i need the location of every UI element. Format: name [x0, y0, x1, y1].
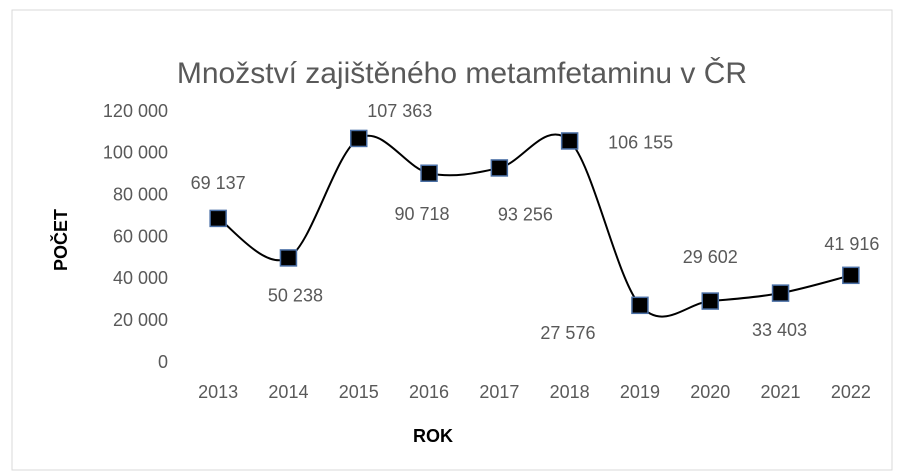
marker: [350, 129, 368, 148]
data-label: 50 238: [268, 286, 323, 306]
marker: [842, 266, 860, 285]
data-label: 93 256: [498, 205, 553, 225]
data-label: 107 363: [367, 101, 432, 121]
x-axis-label: ROK: [413, 426, 453, 446]
x-tick-label: 2022: [831, 382, 871, 402]
y-tick-label: 80 000: [113, 184, 168, 204]
marker: [209, 209, 227, 228]
x-tick-label: 2016: [409, 382, 449, 402]
marker: [701, 292, 719, 310]
data-label: 27 576: [540, 323, 595, 343]
x-tick-label: 2021: [761, 382, 801, 402]
y-tick-label: 20 000: [113, 310, 168, 330]
x-tick-label: 2013: [198, 382, 238, 402]
data-label: 69 137: [191, 173, 246, 193]
marker: [420, 164, 438, 182]
marker: [560, 132, 579, 150]
marker: [771, 284, 790, 302]
marker: [631, 296, 649, 315]
x-tick-label: 2020: [690, 382, 730, 402]
y-tick-label: 40 000: [113, 268, 168, 288]
y-tick-label: 100 000: [103, 143, 168, 163]
data-label: 41 916: [824, 234, 879, 254]
x-tick-label: 2018: [550, 382, 590, 402]
x-tick-label: 2015: [339, 382, 379, 402]
chart-title: Množství zajištěného metamfetaminu v ČR: [177, 56, 747, 90]
x-tick-label: 2019: [620, 382, 660, 402]
line: [217, 133, 852, 318]
chart-frame: [11, 9, 893, 471]
x-tick-label: 2017: [479, 382, 519, 402]
data-label: 90 718: [395, 204, 450, 224]
marker: [279, 249, 298, 267]
y-tick-label: 0: [158, 352, 168, 372]
y-axis-label: POČET: [50, 209, 71, 271]
marker: [490, 159, 509, 177]
data-label: 106 155: [608, 133, 673, 153]
data-label: 29 602: [683, 247, 738, 267]
data-label: 33 403: [752, 320, 807, 340]
y-tick-label: 120 000: [103, 101, 168, 121]
x-tick-label: 2014: [268, 382, 308, 402]
y-tick-label: 60 000: [113, 226, 168, 246]
